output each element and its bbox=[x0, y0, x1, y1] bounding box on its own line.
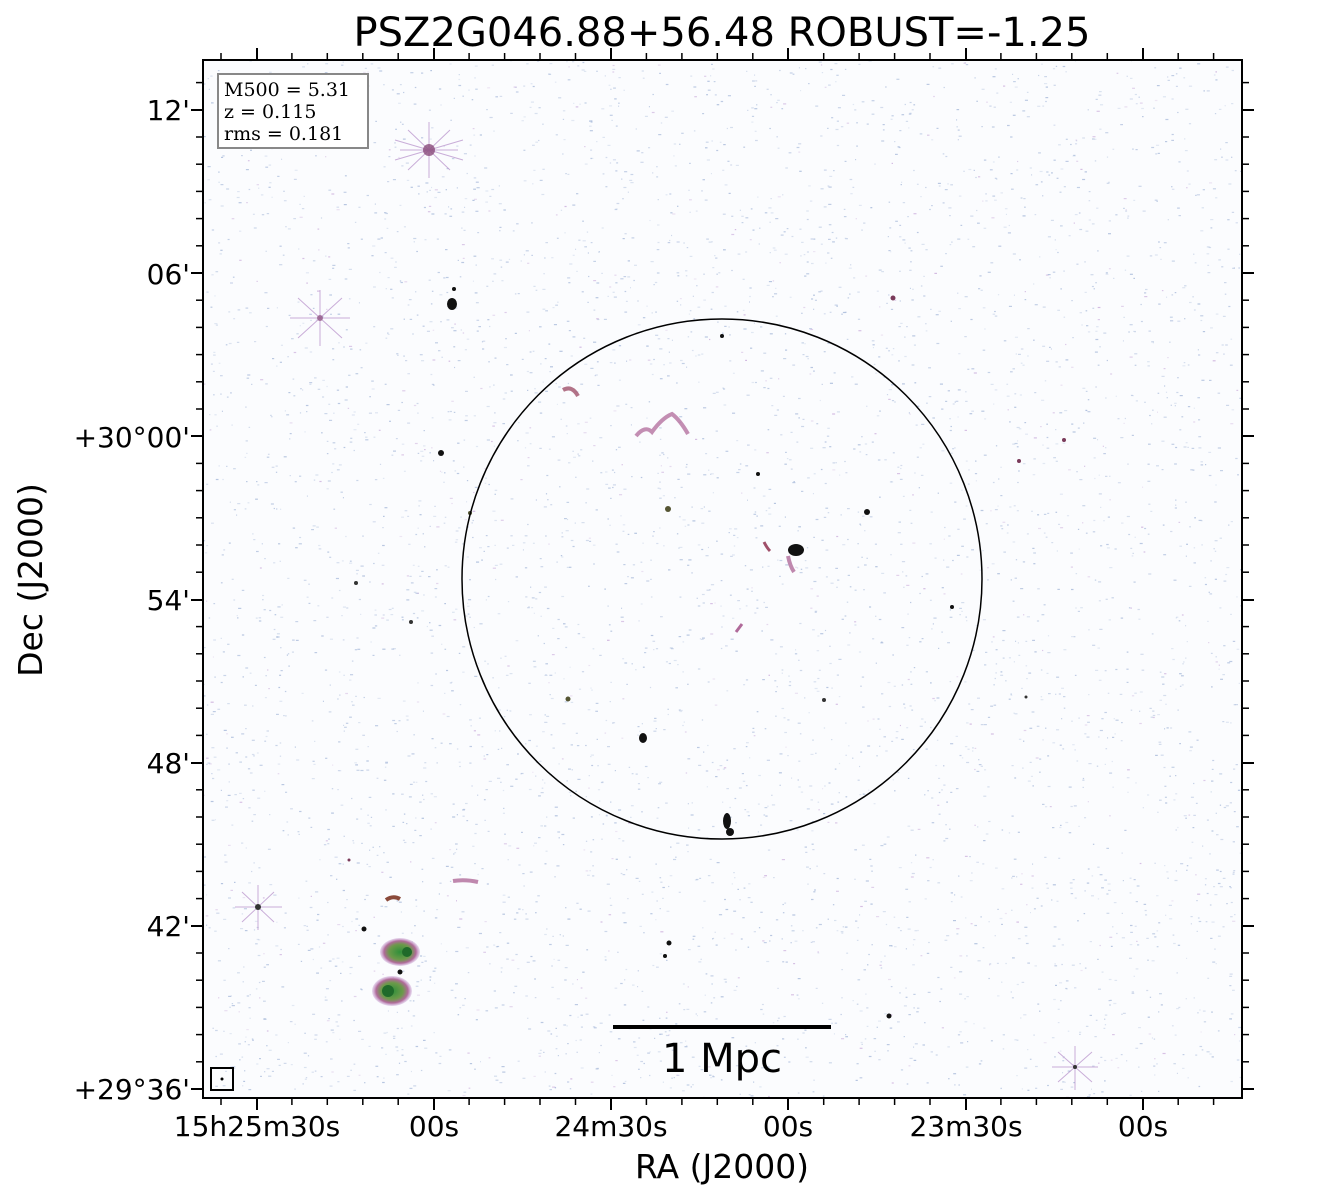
source-blob bbox=[452, 878, 479, 884]
ra-tick-label: 23m30s bbox=[909, 1110, 1022, 1143]
dec-tick-label: +29°36' bbox=[74, 1073, 190, 1106]
source-blob bbox=[786, 555, 796, 574]
ra-tick-label: 00s bbox=[763, 1110, 813, 1143]
source-blob bbox=[1073, 1065, 1077, 1069]
beam-box bbox=[210, 1067, 234, 1091]
y-axis-label: Dec (J2000) bbox=[11, 483, 50, 677]
source-blob bbox=[1024, 695, 1028, 699]
source-blob bbox=[565, 696, 571, 702]
x-axis-label: RA (J2000) bbox=[635, 1147, 809, 1186]
source-blob bbox=[634, 411, 690, 438]
ra-tick-label: 00s bbox=[1118, 1110, 1168, 1143]
ra-tick-labels: 15h25m30s 00s 24m30s 00s 23m30s 00s bbox=[174, 1110, 1168, 1143]
radio-sources bbox=[235, 122, 1098, 1090]
source-blob bbox=[409, 620, 413, 624]
source-blob bbox=[423, 144, 435, 156]
source-blob bbox=[384, 895, 401, 902]
dec-tick-label: 42' bbox=[147, 910, 190, 943]
source-blob bbox=[886, 1013, 892, 1019]
source-blob bbox=[347, 858, 351, 862]
dec-tick-label: 12' bbox=[147, 94, 190, 127]
source-blob bbox=[720, 334, 724, 338]
axis-ticks bbox=[191, 48, 1254, 1110]
source-blob bbox=[864, 509, 870, 515]
source-blob bbox=[447, 298, 457, 310]
source-blob bbox=[382, 985, 394, 997]
ra-tick-label: 15h25m30s bbox=[174, 1110, 341, 1143]
source-blob bbox=[734, 623, 744, 633]
source-blob bbox=[723, 813, 731, 829]
source-blob bbox=[452, 287, 456, 291]
source-blob bbox=[255, 904, 261, 910]
source-blob bbox=[666, 940, 672, 946]
dec-tick-label: 06' bbox=[147, 258, 190, 291]
source-blob bbox=[890, 295, 896, 301]
noise-texture bbox=[203, 60, 1242, 1098]
plot-frame bbox=[202, 59, 1243, 1099]
ra-tick-label: 24m30s bbox=[554, 1110, 667, 1143]
source-blob bbox=[562, 386, 580, 398]
source-blob bbox=[354, 581, 358, 585]
scalebar-label: 1 Mpc bbox=[662, 1036, 782, 1082]
source-blob bbox=[663, 954, 667, 958]
plot-area bbox=[203, 60, 1242, 1098]
figure-title: PSZ2G046.88+56.48 ROBUST=-1.25 bbox=[354, 10, 1091, 56]
source-blob bbox=[1062, 438, 1066, 442]
source-blob bbox=[380, 938, 420, 966]
source-blob bbox=[762, 541, 772, 553]
source-blob bbox=[665, 506, 671, 512]
dec-tick-label: +30°00' bbox=[74, 421, 190, 454]
source-blob bbox=[361, 926, 367, 932]
source-blob bbox=[639, 733, 647, 743]
source-blob bbox=[822, 698, 826, 702]
dec-tick-labels: 12' 06' +30°00' 54' 48' 42' +29°36' bbox=[74, 94, 190, 1106]
source-blob bbox=[788, 544, 804, 556]
source-blob bbox=[726, 828, 734, 836]
beam-ellipse bbox=[220, 1077, 224, 1081]
info-m500: M500 = 5.31 bbox=[224, 79, 350, 101]
source-blob bbox=[402, 947, 412, 957]
dec-tick-label: 48' bbox=[147, 747, 190, 780]
info-rms: rms = 0.181 bbox=[224, 123, 343, 145]
source-blob bbox=[950, 605, 954, 609]
source-blob bbox=[756, 472, 760, 476]
info-redshift: z = 0.115 bbox=[224, 101, 316, 123]
source-blob bbox=[317, 315, 323, 321]
source-blob bbox=[397, 969, 403, 975]
r500-circle bbox=[461, 318, 983, 840]
dec-tick-label: 54' bbox=[147, 584, 190, 617]
info-box: M500 = 5.31 z = 0.115 rms = 0.181 bbox=[217, 73, 369, 149]
ra-tick-label: 00s bbox=[409, 1110, 459, 1143]
source-blob bbox=[1017, 459, 1021, 463]
source-blob bbox=[438, 450, 444, 456]
